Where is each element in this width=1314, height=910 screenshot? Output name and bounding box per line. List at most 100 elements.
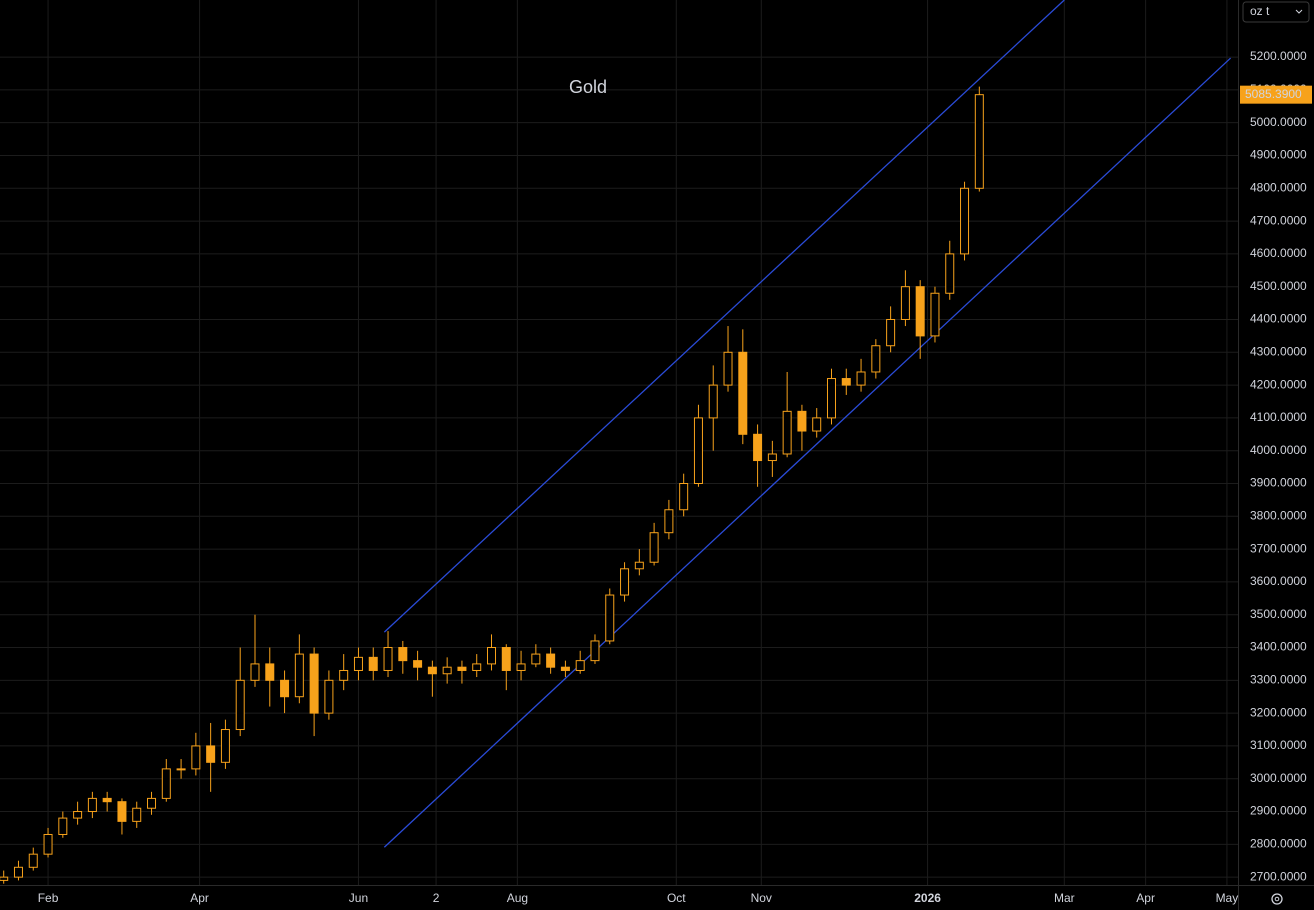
y-tick-label: 5000.0000 [1250,115,1307,129]
candle-body [102,797,112,803]
candle-body [516,663,526,671]
candle-body [856,371,866,386]
candle-body [915,286,925,337]
y-tick-label: 2700.0000 [1250,869,1307,883]
candle-body [634,561,644,570]
candle-body [679,483,689,511]
candle-body [250,663,260,681]
candle-body [531,653,541,665]
x-tick-label: May [1216,891,1239,905]
candle-body [368,656,378,671]
candle-body [560,666,570,671]
candle-body [605,594,615,642]
candle-body [738,351,748,435]
y-tick-label: 4700.0000 [1250,213,1307,227]
settings-button[interactable] [1271,893,1283,905]
candle-body [812,417,822,432]
candle-body [383,647,393,671]
gear-icon [1271,893,1283,905]
candle-body [472,663,482,671]
y-tick-label: 3500.0000 [1250,607,1307,621]
candle-body [73,811,83,819]
y-tick-label: 3300.0000 [1250,672,1307,686]
candle-body [280,679,290,698]
candle-body [826,378,836,419]
x-tick-label: Apr [190,891,209,905]
candle-body [427,666,437,675]
candle-body [886,318,896,347]
unit-dropdown[interactable] [1242,1,1310,23]
candle-body [294,653,304,698]
x-tick-label: Apr [1136,891,1155,905]
y-tick-label: 3600.0000 [1250,574,1307,588]
y-tick-label: 3000.0000 [1250,771,1307,785]
candle-body [161,768,171,799]
y-tick-label: 4900.0000 [1250,148,1307,162]
candle-body [220,729,230,763]
candle-body [353,656,363,671]
candle-body [13,866,23,878]
y-tick-label: 5200.0000 [1250,49,1307,63]
x-tick-label: Nov [751,891,772,905]
y-tick-label: 2800.0000 [1250,836,1307,850]
candle-body [546,653,556,668]
y-tick-label: 4600.0000 [1250,246,1307,260]
channel-line [383,0,1065,633]
x-tick-label: Jun [349,891,368,905]
x-tick-label: 2026 [914,891,941,905]
candle-body [43,833,53,855]
gear-center [1274,896,1280,902]
candle-body [398,647,408,662]
candle-body [693,417,703,485]
candle-body [708,384,718,419]
candle-body [841,378,851,386]
candle-body [28,853,38,868]
candle-body [191,745,201,770]
candle-body [960,187,970,255]
x-tick-label: 2 [433,891,440,905]
y-tick-label: 3100.0000 [1250,738,1307,752]
candle-body [442,666,452,675]
y-tick-label: 3900.0000 [1250,476,1307,490]
candle-body [176,768,186,771]
unit-label: oz t [1250,4,1270,18]
y-tick-label: 4300.0000 [1250,344,1307,358]
x-tick-label: Feb [38,891,59,905]
candle-body [147,797,157,809]
candle-body [900,286,910,320]
last-price-label: 5085.3900 [1245,87,1302,101]
candle-body [457,666,467,671]
y-tick-label: 3200.0000 [1250,705,1307,719]
candle-body [309,653,319,714]
candle-body [235,679,245,731]
y-tick-label: 4200.0000 [1250,377,1307,391]
x-tick-label: Oct [667,891,686,905]
candle-body [974,94,984,189]
y-tick-label: 2900.0000 [1250,804,1307,818]
x-tick-label: Mar [1054,891,1075,905]
candle-body [664,509,674,534]
candle-body [620,568,630,596]
candle-body [767,453,777,462]
candle-body [871,345,881,373]
candle-body [723,351,733,386]
candle-body [87,797,97,813]
chart-title: Gold [569,77,607,97]
candle-body [58,817,68,835]
last-price-box [1240,85,1312,104]
y-tick-label: 3800.0000 [1250,508,1307,522]
x-tick-label: Aug [507,891,528,905]
candle-body [649,532,659,563]
candle-body [0,876,9,881]
candle-body [782,410,792,455]
candle-body [501,647,511,671]
y-tick-label: 3700.0000 [1250,541,1307,555]
candle-body [487,647,497,665]
candle-body [797,410,807,432]
candle-body [117,801,127,822]
candle-body [324,679,334,714]
channel-line [383,57,1232,848]
